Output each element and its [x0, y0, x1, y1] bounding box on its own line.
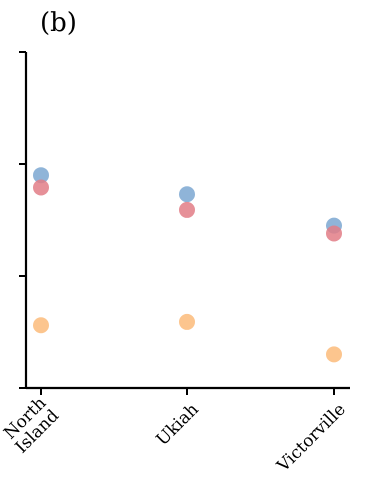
chart-points — [33, 167, 342, 363]
point-series-2-2 — [326, 346, 342, 363]
point-series-0-1 — [179, 186, 195, 203]
point-series-1-1 — [179, 201, 195, 218]
chart-axes — [24, 52, 350, 390]
x-tick-labels: NorthIsland Ukiah Victorville — [0, 393, 350, 477]
point-series-1-2 — [326, 225, 342, 242]
x-tick-label-2: Victorville — [273, 400, 350, 477]
point-series-0-0 — [33, 167, 49, 184]
point-series-2-1 — [179, 313, 195, 330]
x-tick-label-1: Ukiah — [152, 400, 202, 450]
x-tick-label-0: NorthIsland — [0, 393, 63, 457]
chart-ticks — [19, 51, 335, 395]
point-series-1-0 — [33, 179, 49, 196]
point-series-2-0 — [33, 317, 49, 334]
panel-label: (b) — [40, 8, 77, 38]
